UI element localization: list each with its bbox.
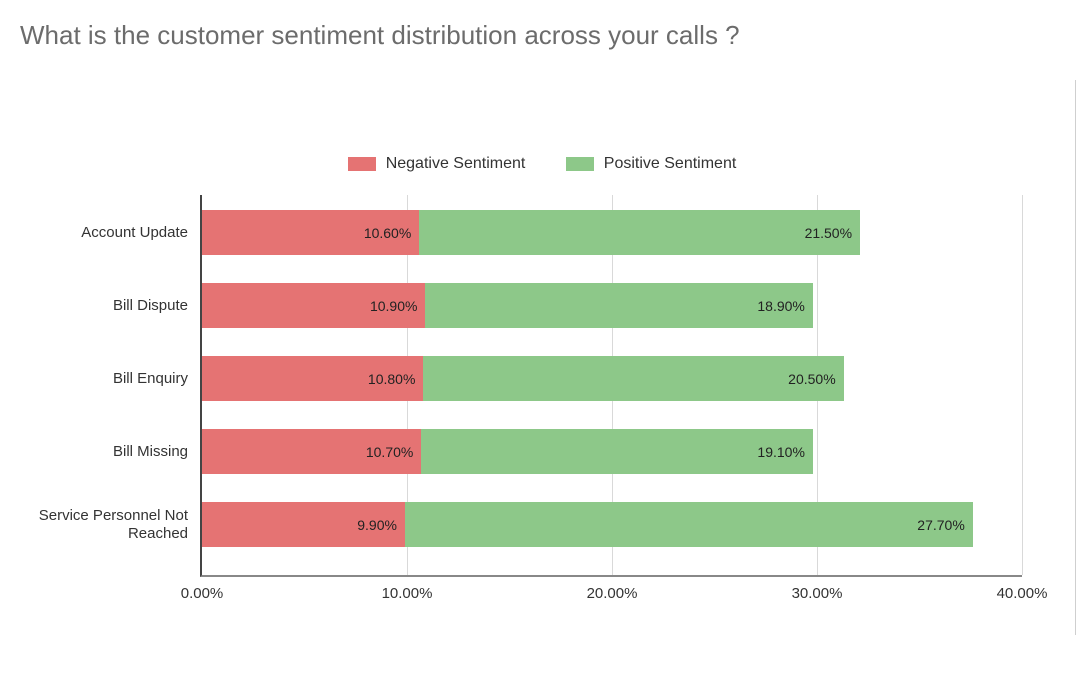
x-axis-tick-label: 0.00% — [181, 585, 224, 602]
x-axis-tick-label: 10.00% — [382, 585, 433, 602]
bar-segment-negative: 10.80% — [202, 356, 423, 401]
x-axis-tick-label: 20.00% — [587, 585, 638, 602]
bar-segment-positive: 27.70% — [405, 502, 973, 547]
legend-item-negative: Negative Sentiment — [348, 155, 526, 173]
bar-segment-negative: 10.60% — [202, 210, 419, 255]
legend-item-positive: Positive Sentiment — [566, 155, 737, 173]
bar-segment-positive: 19.10% — [421, 429, 813, 474]
x-axis-tick-label: 40.00% — [997, 585, 1048, 602]
y-axis-category-label: Bill Dispute — [8, 283, 188, 328]
y-axis-category-label: Service Personnel Not Reached — [8, 502, 188, 547]
y-axis-category-label: Bill Missing — [8, 429, 188, 474]
legend-label-positive: Positive Sentiment — [604, 155, 737, 173]
bar-segment-positive: 20.50% — [423, 356, 843, 401]
legend-label-negative: Negative Sentiment — [386, 155, 526, 173]
chart-legend: Negative Sentiment Positive Sentiment — [0, 155, 1084, 176]
bar-segment-positive: 21.50% — [419, 210, 860, 255]
legend-swatch-negative — [348, 157, 376, 171]
bar-segment-negative: 10.70% — [202, 429, 421, 474]
grid-line — [1022, 195, 1023, 575]
x-axis-tick-label: 30.00% — [792, 585, 843, 602]
bar-segment-positive: 18.90% — [425, 283, 812, 328]
chart-plot-area: 0.00%10.00%20.00%30.00%40.00%Account Upd… — [200, 195, 1022, 577]
bar-segment-negative: 9.90% — [202, 502, 405, 547]
legend-swatch-positive — [566, 157, 594, 171]
chart-title: What is the customer sentiment distribut… — [20, 20, 740, 51]
y-axis-category-label: Account Update — [8, 210, 188, 255]
bar-segment-negative: 10.90% — [202, 283, 425, 328]
y-axis-category-label: Bill Enquiry — [8, 356, 188, 401]
page-right-rule — [1075, 80, 1076, 635]
